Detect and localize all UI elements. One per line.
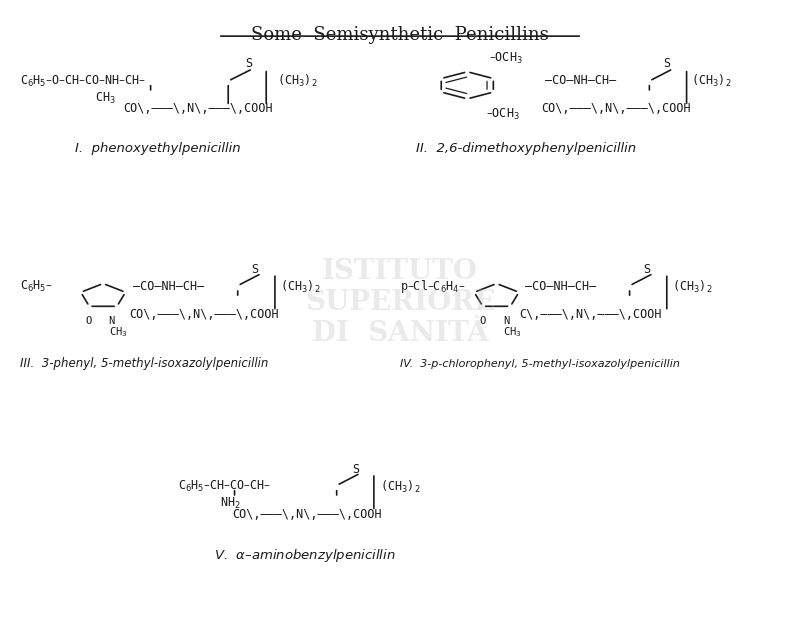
Text: O: O xyxy=(479,316,486,326)
Text: S: S xyxy=(251,263,258,276)
Text: O: O xyxy=(85,316,91,326)
Text: (CH$_3$)$_2$: (CH$_3$)$_2$ xyxy=(671,279,712,295)
Text: –CO–NH–CH–: –CO–NH–CH– xyxy=(134,280,205,293)
Text: S: S xyxy=(353,463,360,476)
Text: II.  2,6-dimethoxyphenylpenicillin: II. 2,6-dimethoxyphenylpenicillin xyxy=(416,142,636,155)
Text: CO\,–––\,N\,–––\,COOH: CO\,–––\,N\,–––\,COOH xyxy=(130,308,279,321)
Text: Some  Semisynthetic  Penicillins: Some Semisynthetic Penicillins xyxy=(251,26,549,44)
Text: C$_6$H$_5$–CH–CO–CH–: C$_6$H$_5$–CH–CO–CH– xyxy=(178,479,271,494)
Text: C\,–––\,N\,–––\,COOH: C\,–––\,N\,–––\,COOH xyxy=(518,308,662,321)
Text: S: S xyxy=(643,263,650,276)
Text: N: N xyxy=(109,316,115,326)
Text: CO\,–––\,N\,–––\,COOH: CO\,–––\,N\,–––\,COOH xyxy=(232,508,382,521)
Text: (CH$_3$)$_2$: (CH$_3$)$_2$ xyxy=(691,73,732,89)
Text: V.  $\alpha$–aminobenzylpenicillin: V. $\alpha$–aminobenzylpenicillin xyxy=(214,547,396,564)
Text: III.  3-phenyl, 5-methyl-isoxazolylpenicillin: III. 3-phenyl, 5-methyl-isoxazolylpenici… xyxy=(20,357,268,370)
Text: ISTITUTO
SUPERIORE
DI  SANITÀ: ISTITUTO SUPERIORE DI SANITÀ xyxy=(305,257,495,347)
Text: I.  phenoxyethylpenicillin: I. phenoxyethylpenicillin xyxy=(75,142,241,155)
Text: –CO–NH–CH–: –CO–NH–CH– xyxy=(545,75,616,87)
Text: C$_6$H$_5$–O–CH–CO–NH–CH–: C$_6$H$_5$–O–CH–CO–NH–CH– xyxy=(20,74,146,88)
Text: CO\,–––\,N\,–––\,COOH: CO\,–––\,N\,–––\,COOH xyxy=(123,102,273,115)
Text: –OCH$_3$: –OCH$_3$ xyxy=(486,107,519,122)
Text: IV.  3-p-chlorophenyl, 5-methyl-isoxazolylpenicillin: IV. 3-p-chlorophenyl, 5-methyl-isoxazoly… xyxy=(400,359,680,369)
Text: p–Cl–C$_6$H$_4$–: p–Cl–C$_6$H$_4$– xyxy=(400,278,466,295)
Text: CH$_3$: CH$_3$ xyxy=(109,325,127,339)
Text: (CH$_3$)$_2$: (CH$_3$)$_2$ xyxy=(280,279,320,295)
Text: N: N xyxy=(503,316,509,326)
Text: S: S xyxy=(663,57,670,70)
Text: CH$_3$: CH$_3$ xyxy=(95,92,116,107)
Text: CO\,–––\,N\,–––\,COOH: CO\,–––\,N\,–––\,COOH xyxy=(541,102,690,115)
Text: (CH$_3$)$_2$: (CH$_3$)$_2$ xyxy=(278,73,318,89)
Text: (CH$_3$)$_2$: (CH$_3$)$_2$ xyxy=(380,478,421,495)
Text: C$_6$H$_5$–: C$_6$H$_5$– xyxy=(20,279,53,295)
Text: –OCH$_3$: –OCH$_3$ xyxy=(490,50,523,66)
Text: –CO–NH–CH–: –CO–NH–CH– xyxy=(525,280,596,293)
Text: CH$_3$: CH$_3$ xyxy=(503,325,522,339)
Text: NH$_2$: NH$_2$ xyxy=(219,497,240,511)
Text: S: S xyxy=(246,57,253,70)
